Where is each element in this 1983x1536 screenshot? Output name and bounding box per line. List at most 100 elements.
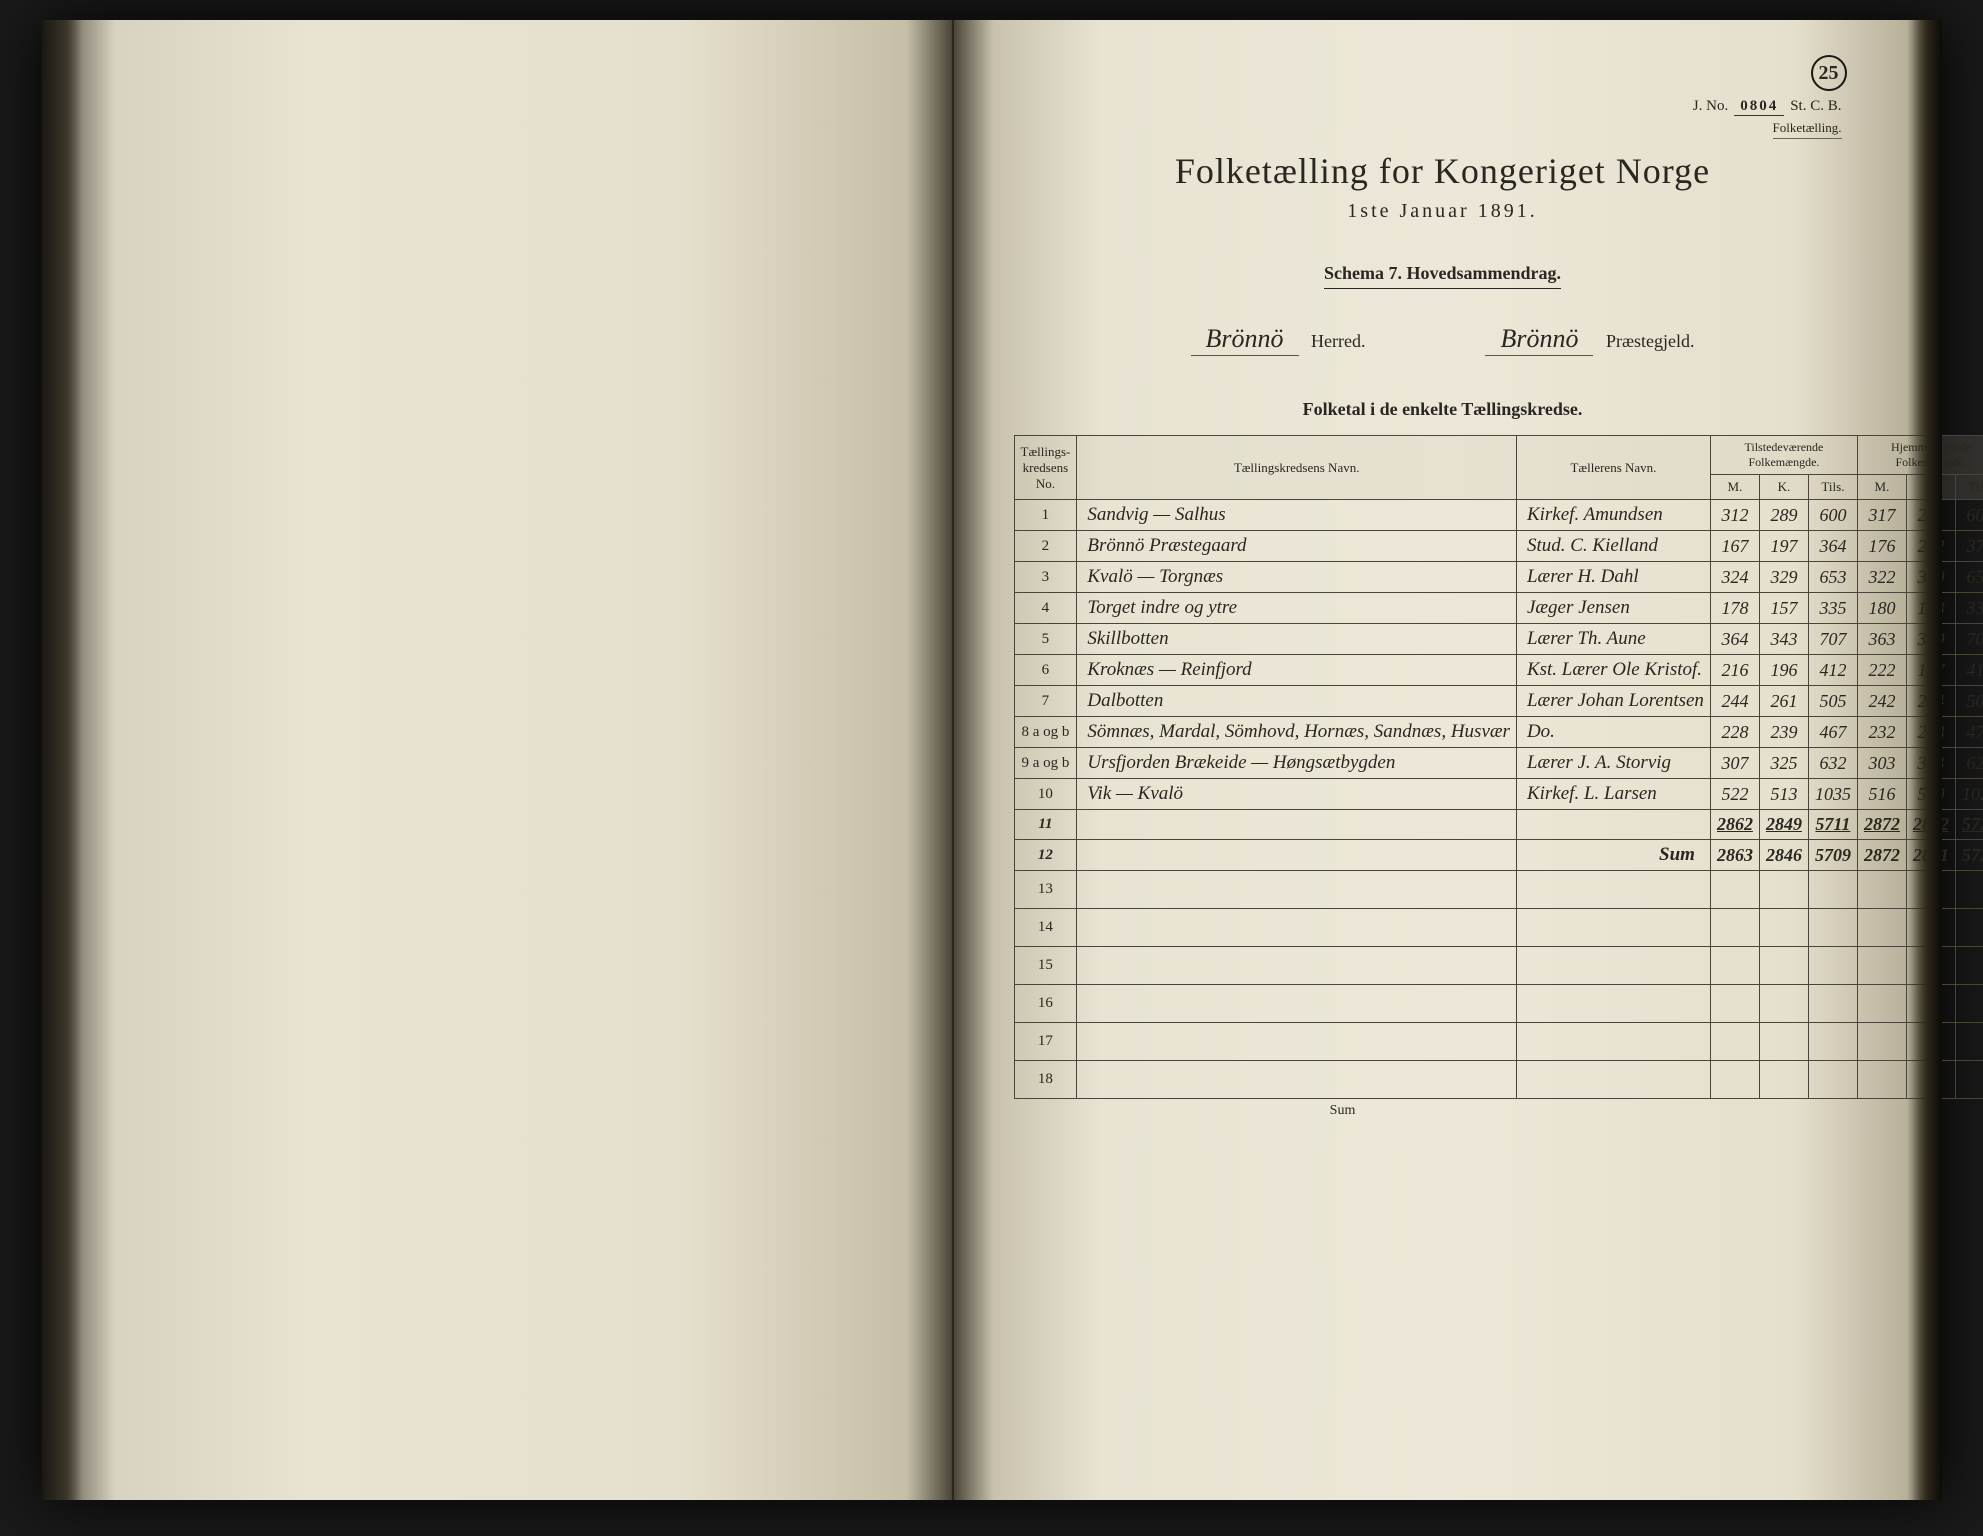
cell-no: 17 xyxy=(1014,1023,1077,1061)
th-tm: M. xyxy=(1710,475,1759,500)
sum-row: 12Sum286328465709287228515723 xyxy=(1014,840,1983,871)
cell-tk: 157 xyxy=(1759,593,1808,624)
cell-ht: 702 xyxy=(1955,624,1983,655)
empty-row: 17 xyxy=(1014,1023,1983,1061)
cell-ht: 378 xyxy=(1955,531,1983,562)
cell-tt: 335 xyxy=(1808,593,1857,624)
cell-hk: 330 xyxy=(1906,562,1955,593)
cell-ht: 626 xyxy=(1955,748,1983,779)
cell-tt: 5709 xyxy=(1808,840,1857,871)
cell-taeller: Lærer H. Dahl xyxy=(1516,562,1710,593)
empty-row: 13 xyxy=(1014,871,1983,909)
cell-tm: 324 xyxy=(1710,562,1759,593)
cell-taeller: Kirkef. Amundsen xyxy=(1516,500,1710,531)
cell-hk: 2851 xyxy=(1906,840,1955,871)
cell-hk: 291 xyxy=(1906,500,1955,531)
journal-label: J. No. xyxy=(1693,98,1728,115)
empty-row: 14 xyxy=(1014,909,1983,947)
cell-hm: 242 xyxy=(1857,686,1906,717)
cell-ht: 419 xyxy=(1955,655,1983,686)
cell-hk: 2852 xyxy=(1906,810,1955,840)
cell-kreds: Kroknæs — Reinfjord xyxy=(1077,655,1517,686)
cell-ht: 5723 xyxy=(1955,840,1983,871)
cell-tt: 632 xyxy=(1808,748,1857,779)
cell-tk: 196 xyxy=(1759,655,1808,686)
table-row: 1Sandvig — SalhusKirkef. Amundsen3122896… xyxy=(1014,500,1983,531)
cell-taeller: Jæger Jensen xyxy=(1516,593,1710,624)
small-label: Folketælling. xyxy=(1773,120,1842,139)
journal-suffix: St. C. B. xyxy=(1790,98,1841,115)
cell-no: 12 xyxy=(1014,840,1077,871)
th-group-present: Tilstedeværende Folkemængde. xyxy=(1710,436,1857,475)
cell-taeller: Stud. C. Kielland xyxy=(1516,531,1710,562)
cell-ht: 470 xyxy=(1955,717,1983,748)
book-spread: 2 5 J. No. 0804 St. C. B. Folketælling. F… xyxy=(42,20,1942,1500)
praestegjeld-name: Brönnö xyxy=(1485,324,1593,356)
cell-hk: 339 xyxy=(1906,624,1955,655)
cell-tt: 1035 xyxy=(1808,779,1857,810)
cell-tm: 228 xyxy=(1710,717,1759,748)
cell-tt: 5711 xyxy=(1808,810,1857,840)
cell-ht: 1026 xyxy=(1955,779,1983,810)
herred-label: Herred. xyxy=(1311,331,1365,351)
table-row: 8 a og bSömnæs, Mardal, Sömhovd, Hornæs,… xyxy=(1014,717,1983,748)
bottom-sum-label: Sum xyxy=(1014,1103,1872,1119)
section-header: Folketal i de enkelte Tællingskredse. xyxy=(1014,399,1872,420)
cell-no: 9 a og b xyxy=(1014,748,1077,779)
district-line: Brönnö Herred. Brönnö Præstegjeld. xyxy=(1014,324,1872,354)
empty-row: 18 xyxy=(1014,1061,1983,1099)
cell-hm: 2872 xyxy=(1857,810,1906,840)
cell-no: 2 xyxy=(1014,531,1077,562)
cell-no: 5 xyxy=(1014,624,1077,655)
cell-tm: 216 xyxy=(1710,655,1759,686)
cell-tk: 343 xyxy=(1759,624,1808,655)
cell-hm: 222 xyxy=(1857,655,1906,686)
cell-tm: 178 xyxy=(1710,593,1759,624)
cell-no: 11 xyxy=(1014,810,1077,840)
th-hk: K. xyxy=(1906,475,1955,500)
cell-tt: 707 xyxy=(1808,624,1857,655)
cell-hm: 363 xyxy=(1857,624,1906,655)
cell-tt: 364 xyxy=(1808,531,1857,562)
cell-ht: 652 xyxy=(1955,562,1983,593)
th-ht: Tils. xyxy=(1955,475,1983,500)
th-taeller: Tællerens Navn. xyxy=(1516,436,1710,500)
cell-kreds: Skillbotten xyxy=(1077,624,1517,655)
schema-heading: Schema 7. Hovedsammendrag. xyxy=(1324,263,1561,289)
th-group-resident: Hjemmehørende Folkemængde. xyxy=(1857,436,1983,475)
cell-no: 10 xyxy=(1014,779,1077,810)
cell-kreds: Brönnö Præstegaard xyxy=(1077,531,1517,562)
empty-row: 15 xyxy=(1014,947,1983,985)
cell-tk: 261 xyxy=(1759,686,1808,717)
cell-tk: 325 xyxy=(1759,748,1808,779)
journal-number: J. No. 0804 St. C. B. xyxy=(1693,98,1842,116)
cell-taeller: Do. xyxy=(1516,717,1710,748)
cell-tt: 412 xyxy=(1808,655,1857,686)
cell-hk: 323 xyxy=(1906,748,1955,779)
right-page: 2 5 J. No. 0804 St. C. B. Folketælling. F… xyxy=(954,20,1942,1500)
document-subtitle: 1ste Januar 1891. xyxy=(1014,200,1872,223)
table-row: 6Kroknæs — ReinfjordKst. Lærer Ole Krist… xyxy=(1014,655,1983,686)
census-table: Tællings-kredsens No. Tællingskredsens N… xyxy=(1014,435,1983,1099)
cell-no: 15 xyxy=(1014,947,1077,985)
cell-ht: 608 xyxy=(1955,500,1983,531)
cell-no: 16 xyxy=(1014,985,1077,1023)
journal-value: 0804 xyxy=(1734,98,1784,116)
th-tk: K. xyxy=(1759,475,1808,500)
cell-hm: 317 xyxy=(1857,500,1906,531)
cell-kreds: Sömnæs, Mardal, Sömhovd, Hornæs, Sandnæs… xyxy=(1077,717,1517,748)
cell-kreds: Torget indre og ytre xyxy=(1077,593,1517,624)
cell-tm: 2862 xyxy=(1710,810,1759,840)
cell-tk: 513 xyxy=(1759,779,1808,810)
cell-ht: 5724 xyxy=(1955,810,1983,840)
th-tt: Tils. xyxy=(1808,475,1857,500)
cell-empty xyxy=(1077,810,1517,840)
cell-tm: 522 xyxy=(1710,779,1759,810)
cell-kreds: Ursfjorden Brækeide — Høngsætbygden xyxy=(1077,748,1517,779)
table-row: 10Vik — KvalöKirkef. L. Larsen5225131035… xyxy=(1014,779,1983,810)
table-row: 2Brönnö PræstegaardStud. C. Kielland1671… xyxy=(1014,531,1983,562)
cell-tt: 600 xyxy=(1808,500,1857,531)
praestegjeld-label: Præstegjeld. xyxy=(1606,331,1695,351)
cell-taeller: Kst. Lærer Ole Kristof. xyxy=(1516,655,1710,686)
cell-hk: 197 xyxy=(1906,655,1955,686)
